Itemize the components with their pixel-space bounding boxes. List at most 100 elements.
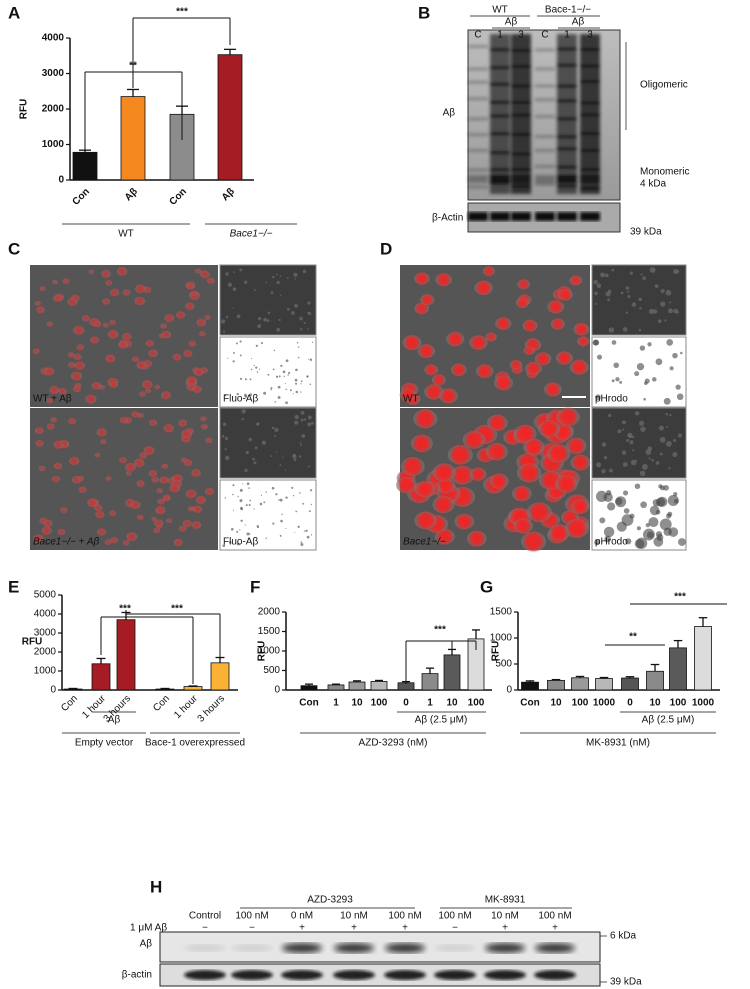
signal — [197, 319, 205, 326]
signal — [441, 389, 456, 403]
inset — [219, 336, 317, 408]
band — [580, 48, 600, 52]
speck — [668, 301, 671, 304]
speck — [621, 514, 634, 526]
signal — [149, 349, 157, 357]
band — [535, 135, 555, 139]
speck — [631, 302, 637, 307]
speck — [273, 349, 276, 352]
speck — [638, 420, 645, 427]
band — [557, 47, 577, 51]
signal — [74, 353, 81, 360]
speck — [621, 450, 627, 455]
speck — [279, 534, 282, 537]
signal — [173, 353, 181, 361]
band — [333, 970, 375, 980]
speck — [299, 492, 301, 494]
y-tick-label: 0 — [506, 685, 512, 696]
x-tick-label: 100 — [572, 698, 589, 709]
x-tick-label: 100 — [371, 698, 388, 709]
speck — [638, 297, 643, 302]
speck — [599, 517, 606, 524]
dose-label: 10 nM — [491, 911, 519, 922]
band — [468, 67, 488, 71]
speck — [677, 433, 683, 438]
signal — [417, 512, 434, 529]
speck — [619, 380, 623, 384]
signal — [54, 295, 61, 302]
speck — [250, 368, 253, 371]
signal — [50, 386, 58, 394]
speck — [297, 356, 300, 359]
band — [490, 168, 510, 172]
speck — [636, 526, 641, 531]
significance: *** — [171, 604, 183, 615]
speck — [607, 298, 611, 302]
band — [385, 943, 425, 953]
speck — [297, 346, 300, 348]
blot — [159, 931, 601, 963]
speck — [605, 490, 612, 496]
speck — [620, 291, 624, 295]
speck — [271, 486, 275, 490]
band — [580, 186, 600, 190]
signal — [193, 385, 201, 393]
speck — [270, 291, 274, 295]
band-label: Aβ — [140, 939, 153, 950]
speck — [296, 341, 299, 344]
speck — [626, 290, 629, 293]
speck — [225, 455, 230, 461]
y-tick-label: 500 — [495, 659, 512, 670]
speck — [292, 494, 295, 497]
band — [334, 943, 374, 953]
signal — [154, 385, 160, 390]
y-tick-label: 1000 — [258, 646, 281, 657]
band — [535, 943, 575, 953]
signal — [160, 476, 168, 484]
bar — [155, 688, 175, 691]
speck — [257, 324, 262, 329]
cells — [32, 267, 215, 404]
y-tick-label: 0 — [274, 685, 280, 696]
speck — [253, 461, 257, 465]
signal — [195, 268, 201, 274]
signal — [187, 490, 196, 498]
dose-label: 100 nM — [388, 911, 421, 922]
speck — [615, 497, 623, 505]
signal — [201, 416, 206, 422]
speck — [256, 371, 259, 373]
signal — [137, 480, 144, 487]
speck — [665, 412, 668, 416]
signal — [398, 477, 414, 493]
signal — [205, 315, 210, 320]
speck — [305, 529, 308, 533]
band — [535, 182, 555, 186]
speck — [669, 366, 674, 371]
lane-label: 1 — [564, 30, 570, 41]
speck — [660, 289, 665, 294]
band — [580, 64, 600, 68]
image-label: WT — [403, 394, 419, 405]
bar — [521, 681, 539, 691]
signal — [110, 381, 118, 388]
speck — [257, 422, 260, 425]
signal — [437, 273, 450, 286]
band — [511, 212, 531, 221]
signal — [206, 437, 212, 443]
signal — [123, 289, 130, 296]
signal — [558, 475, 575, 492]
speck — [675, 384, 681, 390]
speck — [611, 379, 615, 383]
speck — [232, 493, 234, 496]
signal — [83, 315, 89, 322]
speck — [244, 378, 247, 381]
signal — [416, 303, 427, 314]
signal — [68, 352, 74, 358]
signal — [95, 504, 102, 511]
signal — [105, 539, 111, 545]
speck — [303, 321, 306, 324]
y-tick-label: 1000 — [490, 633, 513, 644]
speck — [293, 458, 297, 462]
band — [468, 117, 488, 121]
signal — [552, 318, 563, 330]
